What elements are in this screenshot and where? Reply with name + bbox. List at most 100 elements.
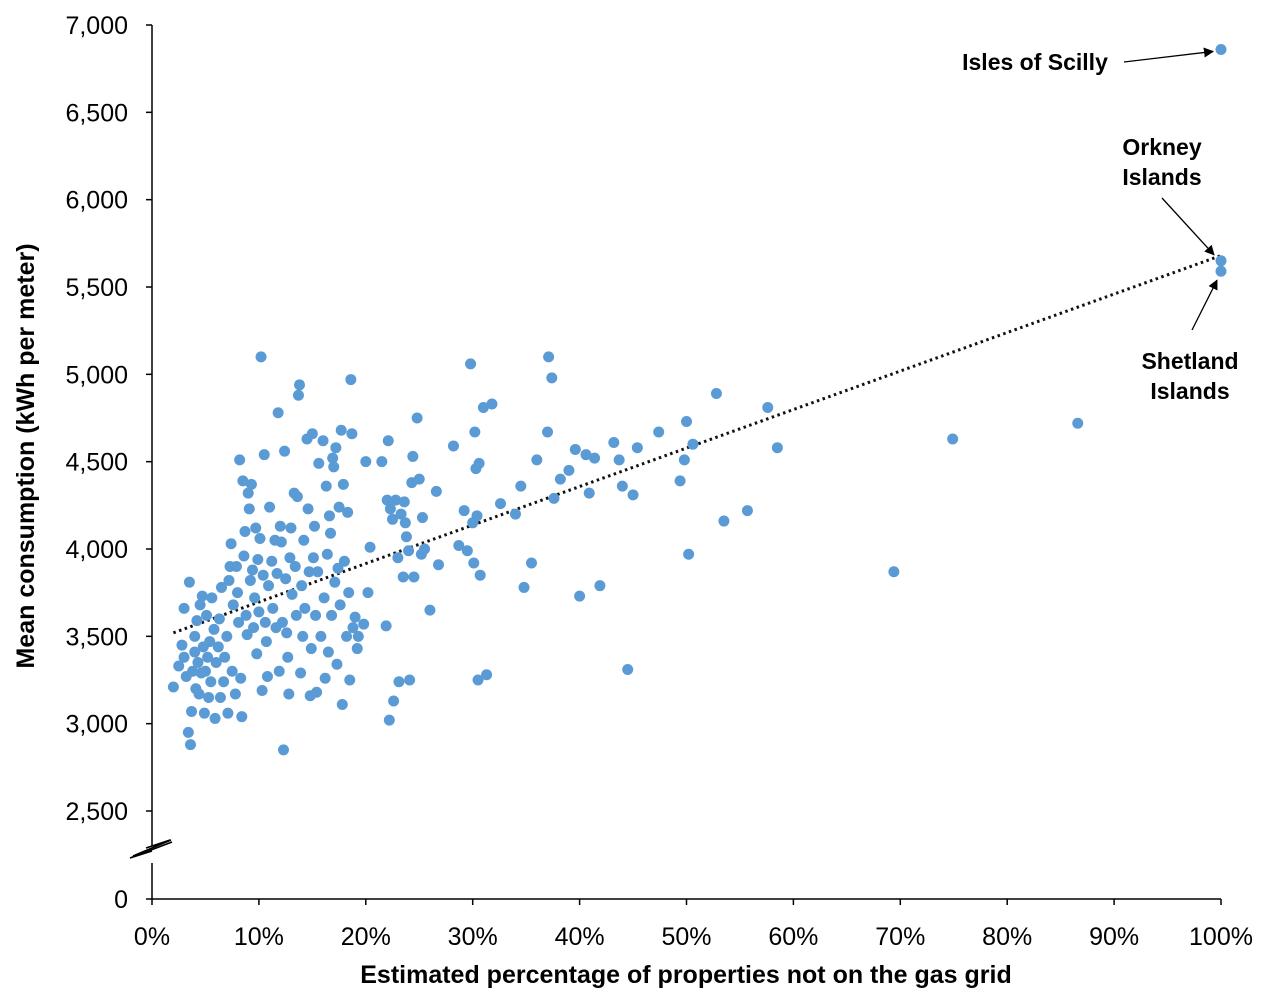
data-point — [209, 712, 221, 724]
data-point — [272, 407, 284, 419]
data-point — [325, 527, 337, 539]
data-point — [548, 492, 560, 504]
data-point — [718, 515, 730, 527]
data-point — [392, 552, 404, 564]
data-point — [494, 498, 506, 510]
data-point — [525, 557, 537, 569]
data-point — [229, 688, 241, 700]
annotation-line: Shetland — [1141, 348, 1238, 374]
data-point — [411, 412, 423, 424]
data-point — [741, 505, 753, 517]
data-point — [383, 714, 395, 726]
data-point — [344, 674, 356, 686]
data-point — [276, 616, 288, 628]
data-point — [531, 454, 543, 466]
data-point — [321, 548, 333, 560]
data-point — [1215, 265, 1227, 277]
x-tick-label: 70% — [875, 923, 925, 951]
y-tick-label: 7,000 — [65, 12, 128, 40]
x-tick-label: 100% — [1189, 923, 1253, 951]
data-point — [403, 545, 415, 557]
data-point — [346, 428, 358, 440]
data-point — [223, 574, 235, 586]
data-point — [458, 505, 470, 517]
data-point — [234, 454, 246, 466]
data-point — [178, 602, 190, 614]
data-point — [358, 618, 370, 630]
data-point — [281, 627, 293, 639]
data-point — [334, 599, 346, 611]
x-tick-label: 30% — [448, 923, 498, 951]
data-point — [310, 609, 322, 621]
data-point — [215, 581, 227, 593]
data-point — [407, 450, 419, 462]
data-point — [286, 588, 298, 600]
data-point — [266, 555, 278, 567]
data-point — [360, 456, 372, 468]
data-point — [589, 452, 601, 464]
data-point — [469, 426, 481, 438]
data-point — [563, 464, 575, 476]
data-point — [305, 643, 317, 655]
data-point — [205, 676, 217, 688]
data-point — [349, 611, 361, 623]
data-point — [416, 512, 428, 524]
annotation-line: Islands — [1122, 164, 1201, 190]
data-point — [398, 496, 410, 508]
data-point — [299, 602, 311, 614]
x-tick-label: 60% — [768, 923, 818, 951]
data-point — [622, 664, 634, 676]
data-point — [329, 576, 341, 588]
annotation-label: Isles of Scilly — [962, 49, 1108, 75]
data-point — [317, 435, 329, 447]
data-point — [279, 445, 291, 457]
data-point — [518, 581, 530, 593]
data-point — [574, 590, 586, 602]
data-point — [249, 592, 261, 604]
y-axis-break-symbol — [132, 839, 172, 857]
data-point — [515, 480, 527, 492]
data-point — [250, 522, 262, 534]
data-point — [248, 622, 260, 634]
data-point — [302, 503, 314, 515]
y-tick-label: 3,500 — [65, 623, 128, 651]
data-point — [542, 426, 554, 438]
data-point — [259, 616, 271, 628]
data-point — [320, 480, 332, 492]
data-point — [294, 379, 306, 391]
data-point — [473, 457, 485, 469]
data-point — [298, 534, 310, 546]
data-point — [191, 615, 203, 627]
data-point — [199, 665, 211, 677]
data-point — [347, 622, 359, 634]
data-point — [184, 739, 196, 751]
data-point — [631, 442, 643, 454]
data-point — [291, 491, 303, 503]
data-point — [295, 667, 307, 679]
data-point — [453, 540, 465, 552]
data-point — [481, 669, 493, 681]
y-tick-label: 3,000 — [65, 711, 128, 739]
data-point — [233, 616, 245, 628]
annotation-line: Islands — [1150, 378, 1229, 404]
data-point — [251, 648, 263, 660]
y-axis-break-zigzag — [129, 841, 173, 859]
data-point — [254, 533, 266, 545]
data-point — [289, 560, 301, 572]
data-point — [419, 543, 431, 555]
data-point — [472, 674, 484, 686]
data-point — [221, 630, 233, 642]
data-point — [239, 526, 251, 538]
y-tick-label: 6,000 — [65, 187, 128, 215]
data-point — [246, 564, 258, 576]
data-point — [192, 657, 204, 669]
data-point — [313, 457, 325, 469]
data-point — [352, 630, 364, 642]
data-point — [319, 672, 331, 684]
data-point — [390, 494, 402, 506]
annotation-line: Isles of Scilly — [962, 49, 1108, 75]
data-point — [303, 566, 315, 578]
data-point — [1072, 417, 1084, 429]
data-point — [330, 442, 342, 454]
data-point — [554, 473, 566, 485]
